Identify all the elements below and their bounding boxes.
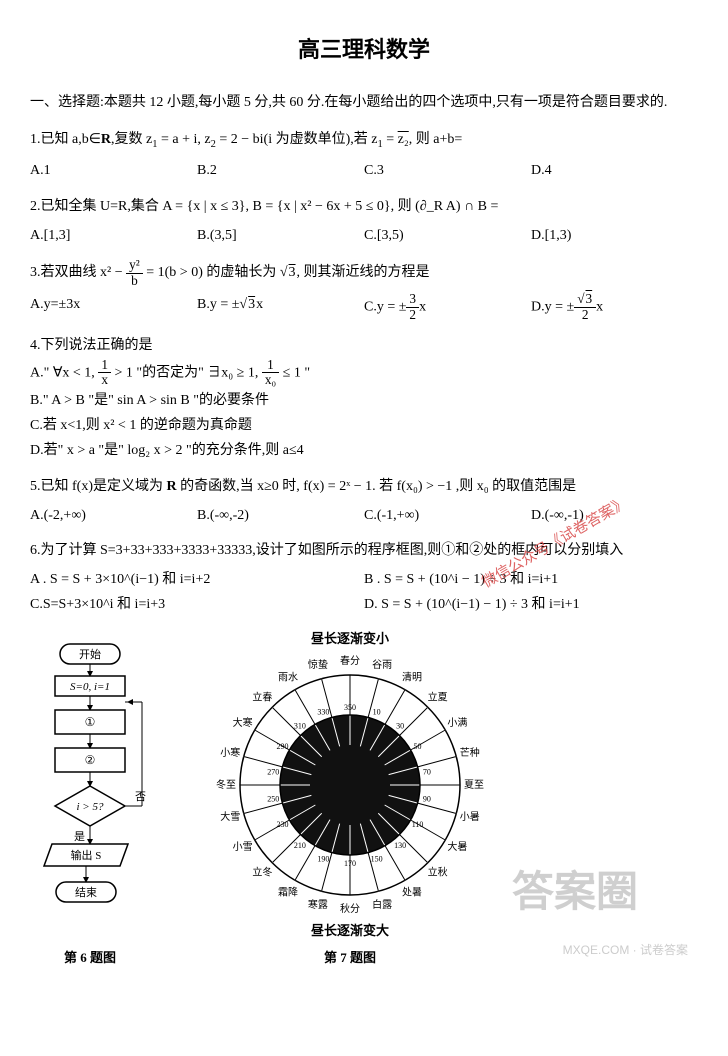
flow-cond: i > 5? xyxy=(77,801,104,813)
flow-no: 否 xyxy=(135,791,146,803)
flow-start: 开始 xyxy=(79,647,101,661)
q5-option-c: C.(-1,+∞) xyxy=(364,503,531,528)
svg-text:清明: 清明 xyxy=(402,670,422,683)
svg-text:立秋: 立秋 xyxy=(428,866,448,879)
q3-stem: 3.若双曲线 x² − y²b = 1(b > 0) 的虚轴长为 √3, 则其渐… xyxy=(30,265,430,280)
q4-option-d: D.若" x > a "是" log₂ x > 2 "的充分条件,则 a≤4 xyxy=(30,438,698,463)
q6-stem: 6.为了计算 S=3+33+333+3333+33333,设计了如图所示的程序框… xyxy=(30,538,698,563)
svg-text:冬至: 冬至 xyxy=(216,778,236,791)
svg-text:210: 210 xyxy=(294,841,306,850)
q6-option-d: D. S = S + (10^(i−1) − 1) ÷ 3 和 i=i+1 xyxy=(364,592,698,617)
figure-7-solarterms: 昼长逐渐变小 春分谷雨清明立夏小满芒种夏至小暑大暑立秋处暑白露秋分寒露霜降立冬 小… xyxy=(210,627,490,969)
flow-end: 结束 xyxy=(75,886,97,899)
svg-text:10: 10 xyxy=(373,708,381,717)
flow-out: 输出 S xyxy=(71,848,102,862)
q1-option-c: C.3 xyxy=(364,158,531,183)
svg-text:190: 190 xyxy=(317,854,329,863)
svg-text:350: 350 xyxy=(344,703,356,712)
q6-option-a: A . S = S + 3×10^(i−1) 和 i=i+2 xyxy=(30,567,364,592)
svg-text:立夏: 立夏 xyxy=(428,690,448,703)
question-4: 4.下列说法正确的是 A." ∀x < 1, 1x > 1 "的否定为" ∃x₀… xyxy=(30,333,698,464)
q3-option-b: B.y = ±√3x xyxy=(197,292,364,322)
svg-text:小雪: 小雪 xyxy=(233,841,253,853)
svg-text:小满: 小满 xyxy=(447,717,467,729)
figure-6-caption: 第 6 题图 xyxy=(30,946,150,969)
q5-option-d: D.(-∞,-1) xyxy=(531,503,698,528)
svg-text:250: 250 xyxy=(267,794,279,803)
figures-row: 开始 S=0, i=1 ① ② i > 5? 否 是 xyxy=(30,627,698,969)
q5-stem: 5.已知 f(x)是定义域为 R 的奇函数,当 x≥0 时, f(x) = 2ˣ… xyxy=(30,479,576,494)
svg-text:270: 270 xyxy=(267,767,279,776)
flow-step1: ① xyxy=(85,715,96,729)
page-title: 高三理科数学 xyxy=(30,30,698,70)
svg-text:春分: 春分 xyxy=(340,655,360,667)
q3-option-d: D.y = ±√32x xyxy=(531,292,698,322)
q2-stem: 2.已知全集 U=R,集合 A = {x | x ≤ 3}, B = {x | … xyxy=(30,199,498,214)
q5-option-b: B.(-∞,-2) xyxy=(197,503,364,528)
svg-text:310: 310 xyxy=(294,721,306,730)
q1-option-b: B.2 xyxy=(197,158,364,183)
svg-text:130: 130 xyxy=(394,841,406,850)
svg-text:白露: 白露 xyxy=(372,898,392,911)
question-1: 1.已知 a,b∈R,复数 z1 = a + i, z2 = 2 − bi(i … xyxy=(30,127,698,184)
watermark-corner: MXQE.COM · 试卷答案 xyxy=(563,940,688,962)
q2-option-d: D.[1,3) xyxy=(531,223,698,248)
q1-stem: 1.已知 a,b∈R,复数 z1 = a + i, z2 = 2 − bi(i … xyxy=(30,132,462,147)
flow-step2: ② xyxy=(85,753,96,767)
svg-text:霜降: 霜降 xyxy=(278,885,298,898)
figure-7-caption: 第 7 题图 xyxy=(210,946,490,969)
svg-text:大暑: 大暑 xyxy=(447,840,467,853)
svg-text:小暑: 小暑 xyxy=(460,811,480,823)
q2-option-c: C.[3,5) xyxy=(364,223,531,248)
svg-text:立春: 立春 xyxy=(252,690,272,703)
q6-option-c: C.S=S+3×10^i 和 i=i+3 xyxy=(30,592,364,617)
q4-option-a: A." ∀x < 1, 1x > 1 "的否定为" ∃x₀ ≥ 1, 1x₀ ≤… xyxy=(30,358,698,388)
svg-text:230: 230 xyxy=(276,820,288,829)
svg-text:谷雨: 谷雨 xyxy=(372,659,392,671)
q5-option-a: A.(-2,+∞) xyxy=(30,503,197,528)
svg-text:雨水: 雨水 xyxy=(278,671,298,683)
q2-option-b: B.(3,5] xyxy=(197,223,364,248)
q3-option-c: C.y = ±32x xyxy=(364,292,531,322)
svg-text:170: 170 xyxy=(344,859,356,868)
question-6: 6.为了计算 S=3+33+333+3333+33333,设计了如图所示的程序框… xyxy=(30,538,698,618)
q6-option-b: B . S = S + (10^i − 1) ÷ 3 和 i=i+1 xyxy=(364,567,698,592)
svg-text:50: 50 xyxy=(414,742,422,751)
svg-text:30: 30 xyxy=(396,721,404,730)
q4-stem: 4.下列说法正确的是 xyxy=(30,333,698,358)
solarterms-top-label: 昼长逐渐变小 xyxy=(210,627,490,650)
question-3: 3.若双曲线 x² − y²b = 1(b > 0) 的虚轴长为 √3, 则其渐… xyxy=(30,258,698,323)
svg-text:290: 290 xyxy=(276,742,288,751)
q1-option-a: A.1 xyxy=(30,158,197,183)
figure-6-flowchart: 开始 S=0, i=1 ① ② i > 5? 否 是 xyxy=(30,642,150,969)
svg-text:大寒: 大寒 xyxy=(233,716,253,729)
svg-text:110: 110 xyxy=(412,820,424,829)
svg-text:芒种: 芒种 xyxy=(460,746,480,759)
q4-option-b: B." A > B "是" sin A > sin B "的必要条件 xyxy=(30,388,698,413)
solarterms-bottom-label: 昼长逐渐变大 xyxy=(210,919,490,942)
svg-text:小寒: 小寒 xyxy=(220,746,240,759)
flow-init: S=0, i=1 xyxy=(70,681,110,693)
q1-option-d: D.4 xyxy=(531,158,698,183)
section-intro: 一、选择题:本题共 12 小题,每小题 5 分,共 60 分.在每小题给出的四个… xyxy=(30,90,698,115)
svg-text:330: 330 xyxy=(317,708,329,717)
svg-text:秋分: 秋分 xyxy=(340,902,360,915)
svg-text:处暑: 处暑 xyxy=(402,886,422,898)
svg-text:70: 70 xyxy=(423,767,431,776)
question-2: 2.已知全集 U=R,集合 A = {x | x ≤ 3}, B = {x | … xyxy=(30,194,698,248)
q3-option-a: A.y=±3x xyxy=(30,292,197,322)
svg-text:150: 150 xyxy=(371,854,383,863)
svg-text:大雪: 大雪 xyxy=(220,810,240,823)
q2-option-a: A.[1,3] xyxy=(30,223,197,248)
svg-text:夏至: 夏至 xyxy=(464,779,484,791)
svg-text:惊蛰: 惊蛰 xyxy=(308,658,328,671)
svg-text:立冬: 立冬 xyxy=(252,866,272,879)
q4-option-c: C.若 x<1,则 x² < 1 的逆命题为真命题 xyxy=(30,413,698,438)
svg-text:寒露: 寒露 xyxy=(308,898,328,911)
svg-text:90: 90 xyxy=(423,794,431,803)
flow-yes: 是 xyxy=(74,830,85,843)
question-5: 5.已知 f(x)是定义域为 R 的奇函数,当 x≥0 时, f(x) = 2ˣ… xyxy=(30,474,698,528)
